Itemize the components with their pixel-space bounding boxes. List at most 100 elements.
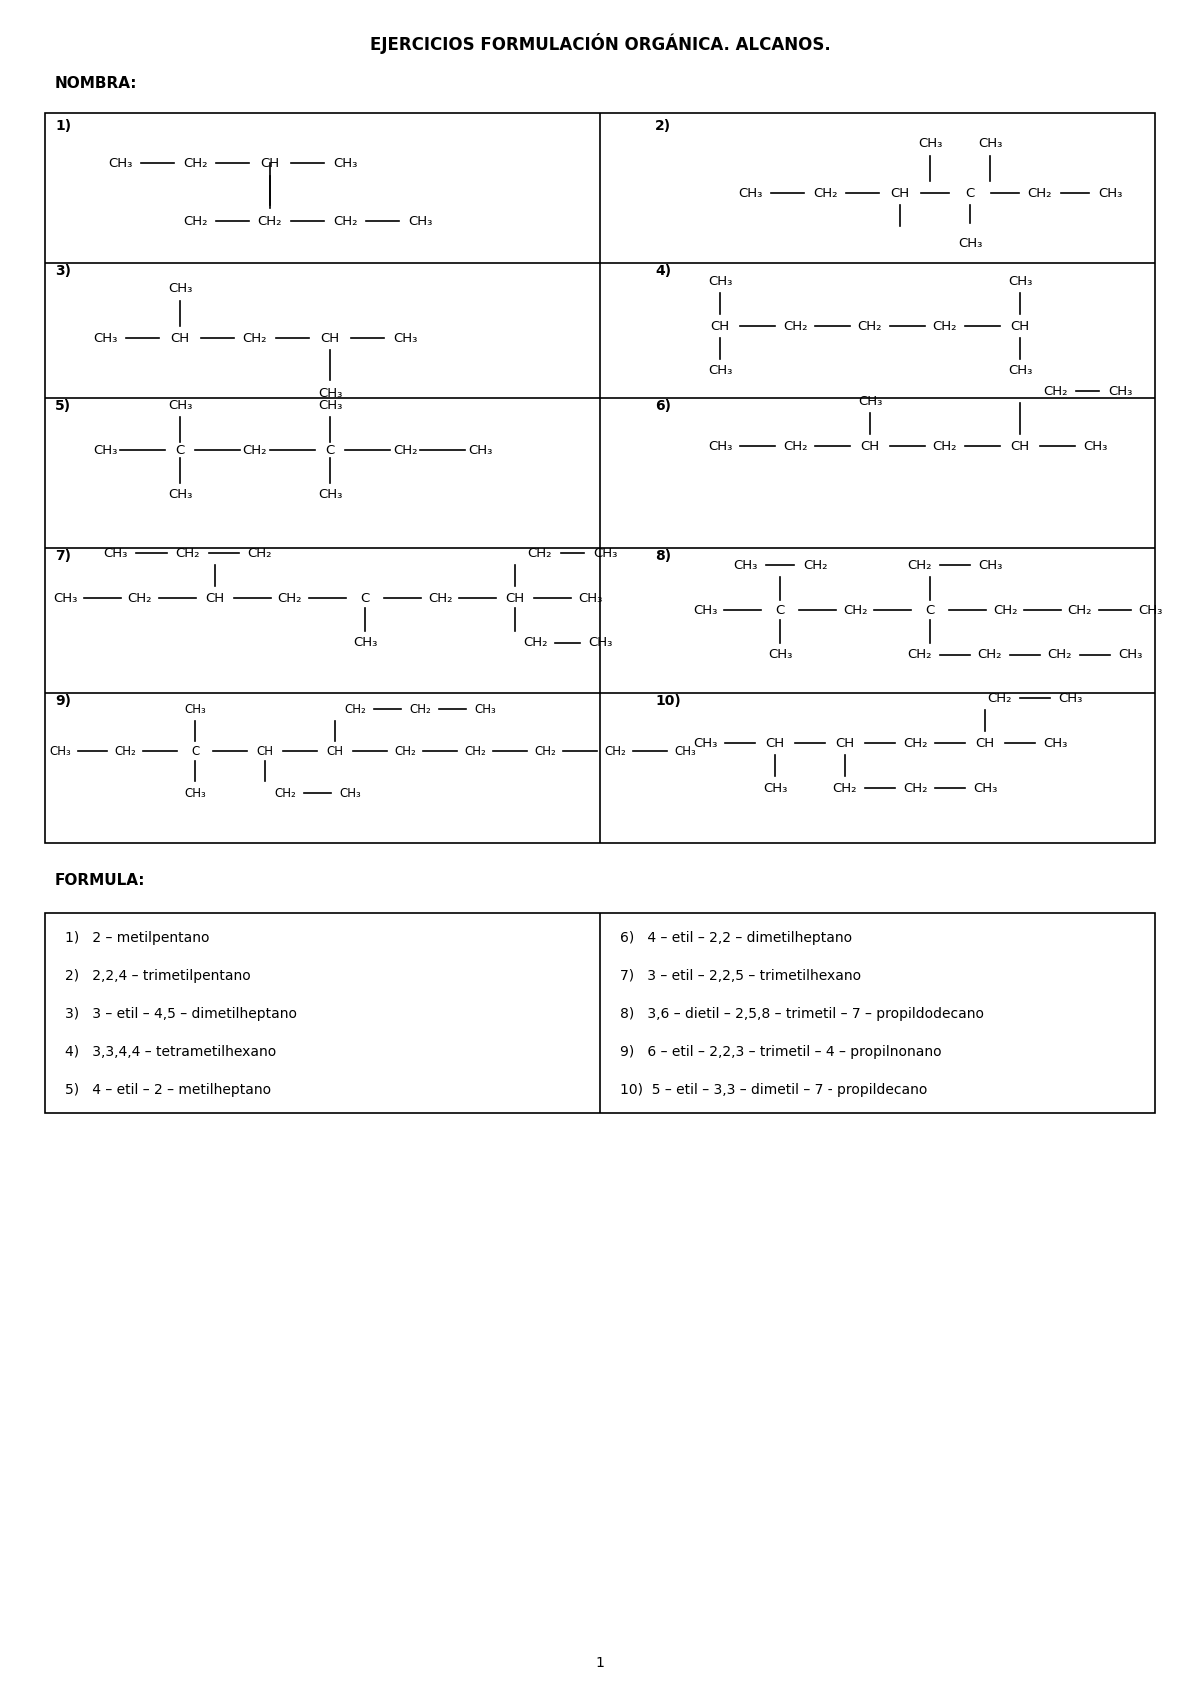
Text: CH₂: CH₂ — [932, 440, 958, 452]
Text: CH₃: CH₃ — [958, 236, 982, 250]
Text: CH₃: CH₃ — [692, 737, 718, 749]
Text: CH₃: CH₃ — [318, 489, 342, 501]
Text: CH₃: CH₃ — [708, 365, 732, 377]
Text: 1: 1 — [595, 1656, 605, 1671]
Text: CH₃: CH₃ — [318, 387, 342, 399]
Text: CH₃: CH₃ — [733, 559, 757, 572]
Text: 7)   3 – etil – 2,2,5 – trimetilhexano: 7) 3 – etil – 2,2,5 – trimetilhexano — [620, 970, 862, 983]
Text: EJERCICIOS FORMULACIÓN ORGÁNICA. ALCANOS.: EJERCICIOS FORMULACIÓN ORGÁNICA. ALCANOS… — [370, 32, 830, 54]
Text: CH₂: CH₂ — [1068, 603, 1092, 616]
Text: CH: CH — [1010, 319, 1030, 333]
Text: CH₃: CH₃ — [340, 786, 361, 800]
Text: CH₃: CH₃ — [108, 156, 132, 170]
Text: CH₃: CH₃ — [168, 399, 192, 411]
Text: CH: CH — [326, 744, 343, 757]
Text: 8)   3,6 – dietil – 2,5,8 – trimetil – 7 – propildodecano: 8) 3,6 – dietil – 2,5,8 – trimetil – 7 –… — [620, 1007, 984, 1020]
Text: CH₂: CH₂ — [842, 603, 868, 616]
Text: CH₃: CH₃ — [474, 703, 496, 715]
Text: CH₂: CH₂ — [182, 214, 208, 228]
Text: CH₃: CH₃ — [588, 637, 612, 650]
Text: C: C — [175, 443, 185, 457]
Text: CH: CH — [860, 440, 880, 452]
Text: CH₂: CH₂ — [1048, 649, 1073, 662]
Text: 5): 5) — [55, 399, 71, 413]
Text: CH: CH — [835, 737, 854, 749]
Text: CH₃: CH₃ — [1008, 275, 1032, 287]
Text: CH₂: CH₂ — [782, 440, 808, 452]
Text: CH₂: CH₂ — [182, 156, 208, 170]
Text: CH₂: CH₂ — [127, 591, 152, 604]
Text: CH₃: CH₃ — [674, 744, 696, 757]
Text: CH₃: CH₃ — [103, 547, 127, 560]
Text: CH₃: CH₃ — [92, 331, 118, 345]
Text: CH₂: CH₂ — [258, 214, 282, 228]
Text: CH₂: CH₂ — [902, 737, 928, 749]
Text: CH₃: CH₃ — [168, 489, 192, 501]
Text: CH₂: CH₂ — [427, 591, 452, 604]
Text: CH₃: CH₃ — [1118, 649, 1142, 662]
Text: CH₂: CH₂ — [902, 781, 928, 795]
Text: CH: CH — [766, 737, 785, 749]
Text: CH₃: CH₃ — [692, 603, 718, 616]
Text: CH₂: CH₂ — [604, 744, 626, 757]
Text: C: C — [360, 591, 370, 604]
Text: NOMBRA:: NOMBRA: — [55, 75, 138, 90]
Text: CH: CH — [205, 591, 224, 604]
Text: CH₃: CH₃ — [1098, 187, 1122, 199]
Text: CH₂: CH₂ — [1043, 384, 1067, 397]
Text: 10): 10) — [655, 694, 680, 708]
Text: 3)   3 – etil – 4,5 – dimetilheptano: 3) 3 – etil – 4,5 – dimetilheptano — [65, 1007, 298, 1020]
Text: CH₂: CH₂ — [114, 744, 136, 757]
Text: CH₃: CH₃ — [1082, 440, 1108, 452]
Text: CH₂: CH₂ — [332, 214, 358, 228]
Text: CH: CH — [710, 319, 730, 333]
Text: CH₂: CH₂ — [782, 319, 808, 333]
Text: 9): 9) — [55, 694, 71, 708]
Text: CH₂: CH₂ — [858, 319, 882, 333]
Text: CH₂: CH₂ — [988, 691, 1013, 705]
Text: CH₃: CH₃ — [1058, 691, 1082, 705]
Text: 10)  5 – etil – 3,3 – dimetil – 7 - propildecano: 10) 5 – etil – 3,3 – dimetil – 7 - propi… — [620, 1083, 928, 1097]
Text: CH₃: CH₃ — [578, 591, 602, 604]
Text: 2): 2) — [655, 119, 671, 132]
Text: CH₂: CH₂ — [528, 547, 552, 560]
Text: CH: CH — [260, 156, 280, 170]
Text: CH₃: CH₃ — [1008, 365, 1032, 377]
Text: CH: CH — [890, 187, 910, 199]
Text: CH₃: CH₃ — [708, 275, 732, 287]
Text: CH: CH — [505, 591, 524, 604]
Text: CH₂: CH₂ — [534, 744, 556, 757]
Text: CH₂: CH₂ — [247, 547, 272, 560]
Text: CH₂: CH₂ — [803, 559, 827, 572]
Text: CH₃: CH₃ — [184, 786, 206, 800]
Text: CH₃: CH₃ — [763, 781, 787, 795]
Text: CH₃: CH₃ — [708, 440, 732, 452]
Text: CH₃: CH₃ — [392, 331, 418, 345]
Text: 7): 7) — [55, 548, 71, 564]
Text: CH₃: CH₃ — [184, 703, 206, 715]
Text: CH₃: CH₃ — [318, 399, 342, 411]
Text: CH₃: CH₃ — [49, 744, 71, 757]
Text: CH₂: CH₂ — [907, 649, 932, 662]
Text: CH: CH — [976, 737, 995, 749]
Text: CH: CH — [170, 331, 190, 345]
Text: 5)   4 – etil – 2 – metilheptano: 5) 4 – etil – 2 – metilheptano — [65, 1083, 271, 1097]
Text: CH₂: CH₂ — [833, 781, 857, 795]
Text: CH₂: CH₂ — [932, 319, 958, 333]
Text: CH₂: CH₂ — [1027, 187, 1052, 199]
Text: CH₃: CH₃ — [168, 282, 192, 294]
Text: CH₃: CH₃ — [408, 214, 432, 228]
Text: C: C — [191, 744, 199, 757]
Text: CH₂: CH₂ — [344, 703, 366, 715]
Text: CH₂: CH₂ — [812, 187, 838, 199]
Text: 4)   3,3,4,4 – tetrametilhexano: 4) 3,3,4,4 – tetrametilhexano — [65, 1044, 276, 1060]
Text: 4): 4) — [655, 263, 671, 278]
Text: CH₂: CH₂ — [907, 559, 932, 572]
Text: CH₃: CH₃ — [973, 781, 997, 795]
Text: 1): 1) — [55, 119, 71, 132]
Text: 3): 3) — [55, 263, 71, 278]
Text: C: C — [965, 187, 974, 199]
Text: C: C — [325, 443, 335, 457]
Text: CH₃: CH₃ — [1043, 737, 1067, 749]
Text: 2)   2,2,4 – trimetilpentano: 2) 2,2,4 – trimetilpentano — [65, 970, 251, 983]
